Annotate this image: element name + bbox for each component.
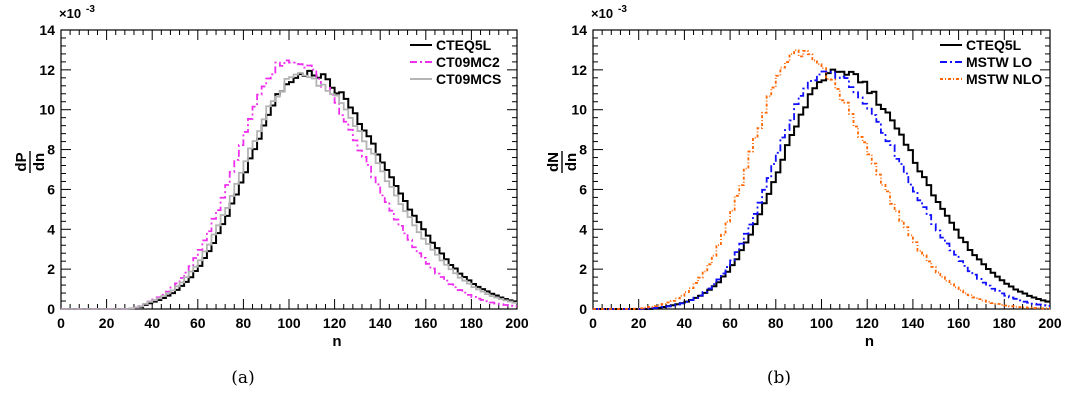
y-tick-label: 8 — [47, 142, 55, 158]
y-tick-label: 2 — [47, 261, 55, 277]
x-axis-label: n — [865, 333, 874, 350]
y-exponent: -3 — [86, 4, 95, 15]
y-tick-label: 14 — [571, 22, 587, 38]
y-tick-label: 4 — [579, 221, 587, 237]
y-tick-label: 6 — [47, 181, 55, 197]
y-tick-label: 14 — [39, 22, 55, 38]
panel-caption: (b) — [767, 368, 791, 388]
legend-label-mstw-nlo: MSTW NLO — [966, 71, 1042, 87]
y-axis-label: dP dn — [13, 151, 48, 173]
x-tick-label: 60 — [722, 315, 738, 331]
legend-label-ct09mc2: CT09MC2 — [436, 54, 500, 70]
legend-label-cteq5l: CTEQ5L — [966, 37, 1022, 53]
x-tick-label: 80 — [236, 315, 252, 331]
panel-caption: (a) — [231, 368, 254, 388]
y-exponent-base: ×10 — [591, 6, 613, 21]
x-tick-label: 80 — [768, 315, 784, 331]
y-axis-label-numerator: dP — [13, 152, 30, 171]
chart-panel-a: 0 20 40 60 80 100 120 140 160 180 200 0 2 4 6 8 10 12 14 ×1… — [13, 4, 529, 388]
x-tick-label: 180 — [993, 315, 1017, 331]
x-tick-label: 0 — [57, 315, 65, 331]
legend-label-mstw-lo: MSTW LO — [966, 54, 1032, 70]
y-axis-label: dN dn — [545, 151, 580, 173]
x-tick-label: 0 — [589, 315, 597, 331]
x-tick-label: 40 — [677, 315, 693, 331]
x-axis-label: n — [332, 333, 341, 350]
y-tick-label: 6 — [579, 181, 587, 197]
x-tick-label: 160 — [414, 315, 438, 331]
series-line-cteq5l — [61, 69, 517, 310]
x-tick-label: 120 — [323, 315, 347, 331]
x-tick-label: 180 — [460, 315, 484, 331]
x-tick-label: 120 — [856, 315, 880, 331]
x-tick-label: 140 — [369, 315, 393, 331]
y-tick-label: 12 — [571, 62, 587, 78]
y-tick-label: 2 — [579, 261, 587, 277]
y-tick-label: 4 — [47, 221, 55, 237]
y-exponent: -3 — [618, 4, 627, 15]
y-tick-label: 8 — [579, 142, 587, 158]
y-axis-label-denominator: dn — [31, 153, 48, 171]
x-tick-label: 40 — [144, 315, 160, 331]
x-tick-label: 20 — [631, 315, 647, 331]
y-axis-label-denominator: dn — [563, 153, 580, 171]
x-tick-label: 140 — [901, 315, 925, 331]
y-tick-label: 10 — [571, 102, 587, 118]
x-tick-label: 160 — [947, 315, 971, 331]
series-line-ct09mcs — [61, 72, 517, 310]
series-line-mstw-lo — [593, 70, 1050, 310]
y-exponent-base: ×10 — [59, 6, 81, 21]
y-tick-label: 0 — [47, 301, 55, 317]
series-line-cteq5l — [593, 68, 1050, 310]
x-tick-label: 200 — [1038, 315, 1062, 331]
y-axis-label-numerator: dN — [545, 152, 562, 172]
series-line-ct09mc2 — [61, 59, 517, 310]
y-tick-label: 12 — [39, 62, 55, 78]
chart-panel-b: 0 20 40 60 80 100 120 140 160 180 200 0 2 4 6 8 10 12 14 ×1… — [545, 4, 1062, 388]
legend-label-cteq5l: CTEQ5L — [436, 37, 492, 53]
x-tick-label: 60 — [190, 315, 206, 331]
y-tick-label: 10 — [39, 102, 55, 118]
x-tick-label: 100 — [810, 315, 834, 331]
legend-label-ct09mcs: CT09MCS — [436, 71, 501, 87]
x-tick-label: 100 — [277, 315, 301, 331]
x-tick-label: 200 — [505, 315, 529, 331]
y-tick-label: 0 — [579, 301, 587, 317]
series-line-mstw-nlo — [593, 49, 1050, 310]
x-tick-label: 20 — [99, 315, 115, 331]
